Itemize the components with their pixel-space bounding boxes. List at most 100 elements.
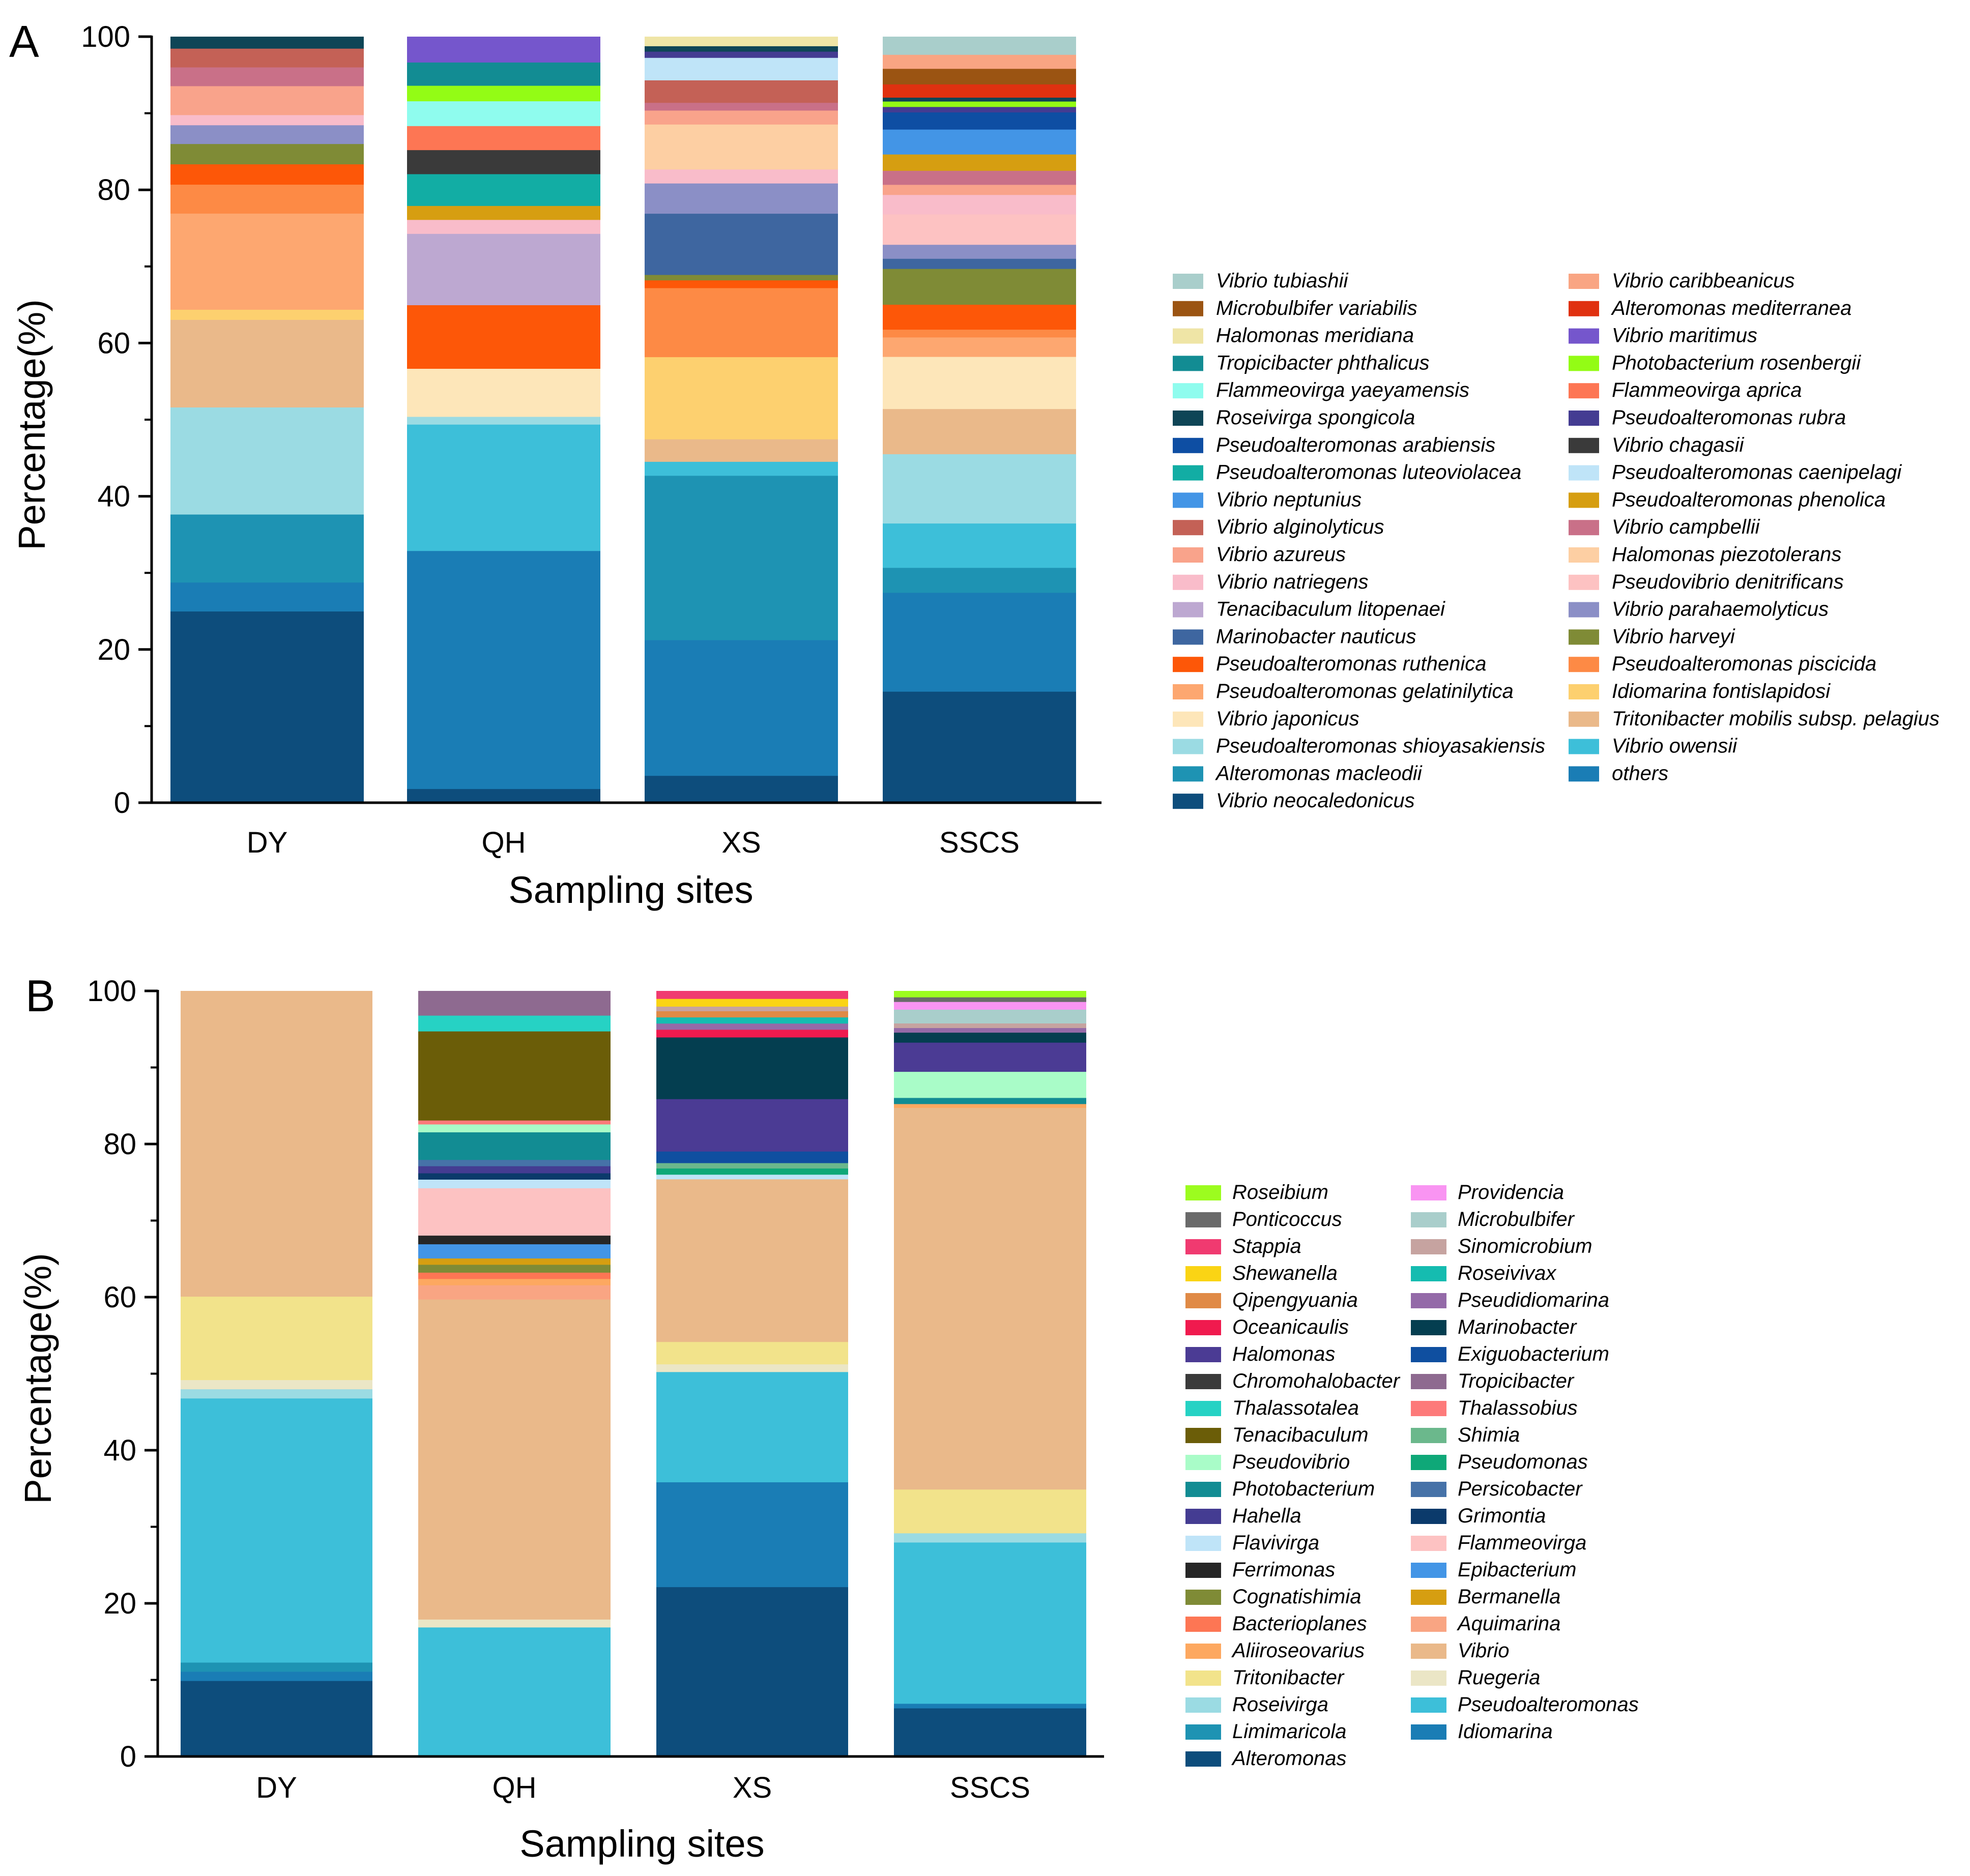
panel-b-y-axis-title: Percentage(%): [17, 1253, 59, 1504]
legend-swatch-marinobacter: [1411, 1320, 1446, 1335]
legend-label-vibrio-natriegens: Vibrio natriegens: [1216, 571, 1368, 593]
bar-segment-sscs-vibrio-caribbeanicus: [883, 54, 1076, 69]
legend-swatch-microbulbifer: [1411, 1212, 1446, 1227]
bar-segment-dy-vibrio-harveyi: [170, 143, 364, 165]
x-tick-label-xs: XS: [721, 826, 761, 859]
legend-swatch-bacterioplanes: [1185, 1617, 1221, 1632]
legend-swatch-vibrio-caribbeanicus: [1569, 274, 1599, 289]
y-tick-label-80: 80: [103, 1128, 136, 1161]
bar-segment-xs-ruegeria: [656, 1364, 848, 1372]
bar-segment-sscs-marinobacter: [894, 1032, 1086, 1043]
bar-segment-sscs-pseudoalteromonas-arabiensis: [883, 112, 1076, 130]
legend-swatch-grimontia: [1411, 1509, 1446, 1524]
bar-segment-qh-aquimarina: [418, 1285, 611, 1300]
bar-segment-dy-tritonibacter: [181, 1296, 372, 1381]
legend-swatch-vibrio-owensii: [1569, 739, 1599, 754]
bar-segment-sscs-vibrio-owensii: [883, 523, 1076, 568]
legend-label-roseivivax: Roseivivax: [1458, 1262, 1557, 1284]
legend-label-shimia: Shimia: [1458, 1424, 1520, 1446]
bar-segment-xs-halomonas: [656, 1099, 848, 1152]
bar-segment-xs-alteromonas: [656, 1587, 848, 1757]
legend-label-vibrio: Vibrio: [1458, 1639, 1510, 1662]
x-tick-label-xs: XS: [733, 1771, 772, 1804]
panel-b-bars: [181, 991, 1086, 1757]
legend-label-thalassobius: Thalassobius: [1458, 1397, 1578, 1419]
bar-segment-sscs-tritonibacter-mobilis-subsp-pelagius: [883, 408, 1076, 454]
y-tick-label-100: 100: [81, 20, 130, 53]
legend-label-pseudoalteromonas-caenipelagi: Pseudoalteromonas caenipelagi: [1612, 461, 1902, 484]
legend-swatch-vibrio-harveyi: [1569, 629, 1599, 645]
legend-swatch-aquimarina: [1411, 1617, 1446, 1632]
legend-swatch-pseudoalteromonas-caenipelagi: [1569, 465, 1599, 481]
bar-segment-xs-idiomarina: [656, 1482, 848, 1588]
y-tick-label-60: 60: [103, 1281, 136, 1314]
legend-swatch-oceanicaulis: [1185, 1320, 1221, 1335]
bar-segment-xs-vibrio-neocaledonicus: [645, 775, 838, 803]
bar-segment-xs-vibrio-alginolyticus: [645, 80, 838, 103]
bar-segment-xs-halomonas-meridiana: [645, 37, 838, 46]
bar-segment-sscs-vibrio-neptunius: [883, 129, 1076, 155]
bar-segment-qh-cognatishimia: [418, 1264, 611, 1273]
legend-label-roseibium: Roseibium: [1232, 1181, 1328, 1204]
y-tick-label-0: 0: [114, 786, 130, 819]
bar-segment-qh-thalassotalea: [418, 1015, 611, 1032]
bar-segment-dy-idiomarina-fontislapidosi: [170, 309, 364, 320]
bar-segment-sscs-pseudidiomarina: [894, 1028, 1086, 1033]
bar-segment-sscs-vibrio-harveyi: [883, 269, 1076, 305]
legend-swatch-alteromonas: [1185, 1751, 1221, 1767]
legend-label-grimontia: Grimontia: [1458, 1505, 1546, 1527]
legend-label-pseudoalteromonas-gelatinilytica: Pseudoalteromonas gelatinilytica: [1216, 680, 1514, 702]
legend-swatch-vibrio-neptunius: [1173, 492, 1203, 508]
legend-swatch-pseudoalteromonas-gelatinilytica: [1173, 684, 1203, 699]
bar-segment-sscs-photobacterium-rosenbergii: [883, 101, 1076, 107]
bar-segment-sscs-ponticoccus: [894, 997, 1086, 1002]
legend-label-tropicibacter-phthalicus: Tropicibacter phthalicus: [1216, 351, 1429, 374]
bar-segment-sscs-vibrio: [894, 1107, 1086, 1490]
legend-swatch-tritonibacter-mobilis-subsp-pelagius: [1569, 711, 1599, 727]
bar-segment-dy-vibrio-azureus: [170, 85, 364, 115]
bar-segment-sscs-microbulbifer: [894, 1009, 1086, 1024]
bar-segment-sscs-idiomarina: [894, 1703, 1086, 1709]
legend-swatch-others: [1569, 766, 1599, 782]
legend-label-vibrio-chagasii: Vibrio chagasii: [1612, 434, 1745, 456]
legend-swatch-tritonibacter: [1185, 1670, 1221, 1686]
legend-label-halomonas-meridiana: Halomonas meridiana: [1216, 325, 1414, 347]
legend-label-vibrio-caribbeanicus: Vibrio caribbeanicus: [1612, 270, 1794, 292]
bar-segment-sscs-roseivirga: [894, 1533, 1086, 1543]
legend-swatch-ponticoccus: [1185, 1212, 1221, 1227]
bar-segment-qh-tenacibaculum: [418, 1031, 611, 1121]
bar-segment-xs-vibrio-owensii: [645, 461, 838, 476]
legend-swatch-flavivirga: [1185, 1536, 1221, 1551]
legend-label-alteromonas: Alteromonas: [1231, 1747, 1347, 1770]
bar-segment-qh-bermanella: [418, 1258, 611, 1265]
legend-label-marinobacter: Marinobacter: [1458, 1316, 1577, 1338]
bar-segment-dy-vibrio-parahaemolyticus: [170, 125, 364, 144]
bar-segment-xs-stappia: [656, 991, 848, 999]
legend-label-chromohalobacter: Chromohalobacter: [1232, 1370, 1401, 1392]
legend-label-tritonibacter: Tritonibacter: [1232, 1666, 1345, 1689]
x-tick-label-qh: QH: [492, 1771, 537, 1804]
bar-segment-sscs-vibrio-neocaledonicus: [883, 691, 1076, 803]
bar-segment-xs-halomonas-piezotolerans: [645, 124, 838, 170]
legend-swatch-epibacterium: [1411, 1563, 1446, 1578]
legend-label-pseudoalteromonas-phenolica: Pseudoalteromonas phenolica: [1612, 488, 1886, 511]
legend-swatch-photobacterium: [1185, 1482, 1221, 1497]
bar-segment-qh-tenacibaculum-litopenaei: [407, 233, 600, 306]
legend-label-marinobacter-nauticus: Marinobacter nauticus: [1216, 625, 1416, 648]
bar-segment-qh-flammeovirga-aprica: [407, 126, 600, 151]
legend-swatch-shewanella: [1185, 1266, 1221, 1281]
bar-segment-qh-persicobacter: [418, 1159, 611, 1166]
bar-segment-dy-tritonibacter-mobilis-subsp-pelagius: [170, 319, 364, 408]
legend-swatch-chromohalobacter: [1185, 1374, 1221, 1389]
legend-label-limimaricola: Limimaricola: [1232, 1720, 1347, 1743]
legend-label-cognatishimia: Cognatishimia: [1232, 1586, 1361, 1608]
bar-segment-xs-marinobacter: [656, 1037, 848, 1099]
legend-swatch-photobacterium-rosenbergii: [1569, 356, 1599, 371]
bar-segment-dy-limimaricola: [181, 1662, 372, 1672]
bar-segment-xs-shewanella: [656, 999, 848, 1007]
legend-label-photobacterium: Photobacterium: [1232, 1478, 1375, 1500]
x-tick-label-qh: QH: [482, 826, 526, 859]
legend-label-vibrio-harveyi: Vibrio harveyi: [1612, 625, 1735, 648]
legend-swatch-exiguobacterium: [1411, 1347, 1446, 1362]
